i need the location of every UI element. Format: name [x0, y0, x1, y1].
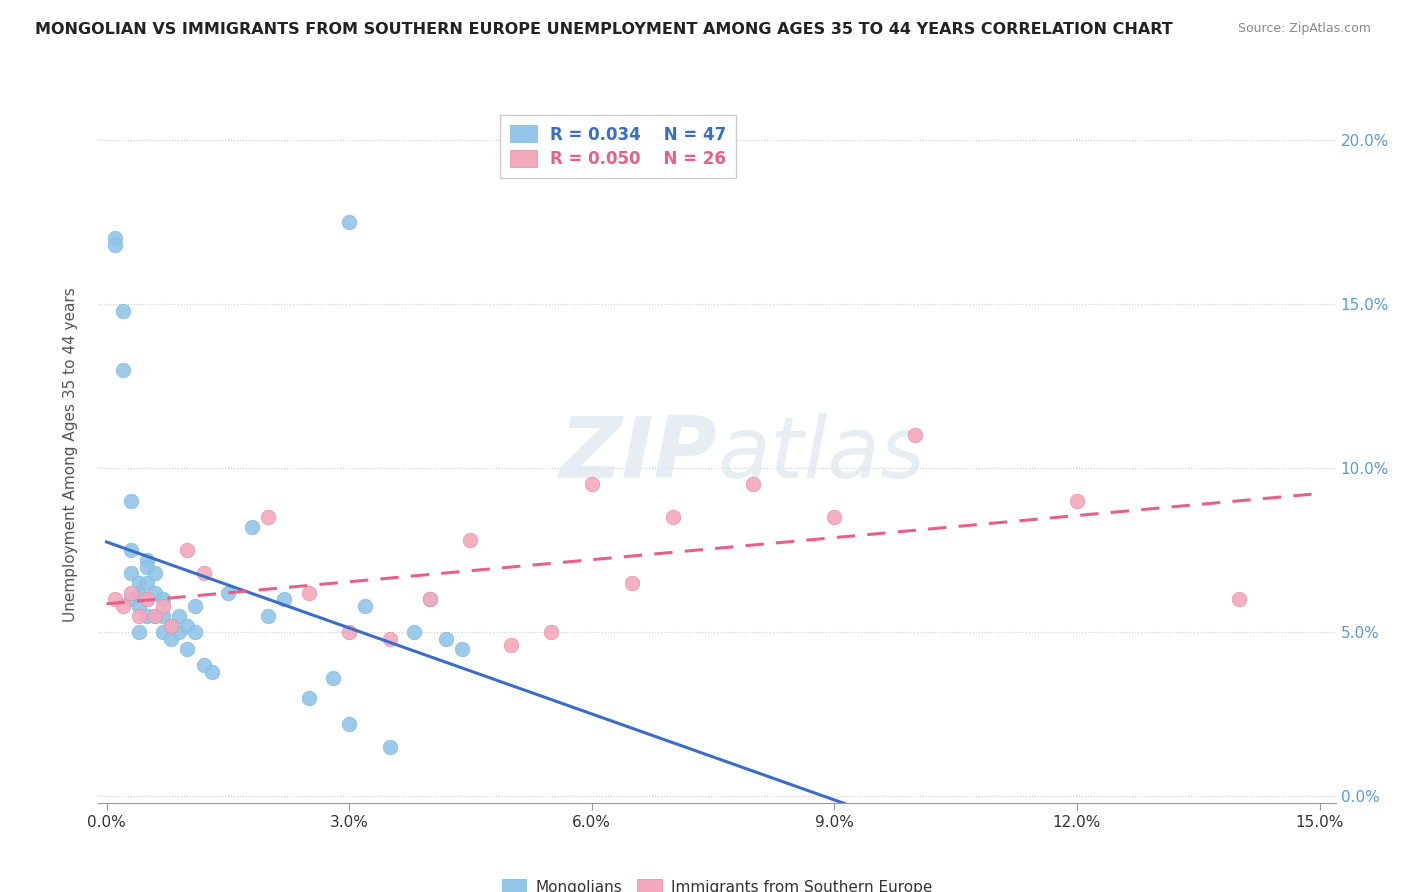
Point — [337, 215, 360, 229]
Point — [120, 586, 142, 600]
Point — [257, 510, 280, 524]
Point — [661, 510, 683, 524]
Point — [257, 608, 280, 623]
Point — [184, 625, 207, 640]
Text: atlas: atlas — [717, 413, 925, 497]
Text: ZIP: ZIP — [560, 413, 717, 497]
Point — [136, 559, 159, 574]
Point — [160, 618, 183, 632]
Point — [378, 632, 401, 646]
Point — [1227, 592, 1250, 607]
Point — [169, 608, 191, 623]
Point — [378, 739, 401, 754]
Point — [136, 608, 159, 623]
Point — [201, 665, 224, 679]
Point — [621, 575, 644, 590]
Point — [104, 231, 127, 245]
Point — [581, 477, 603, 491]
Point — [111, 599, 134, 613]
Point — [169, 625, 191, 640]
Point — [143, 566, 166, 580]
Point — [742, 477, 765, 491]
Point — [128, 599, 150, 613]
Point — [128, 575, 150, 590]
Point — [193, 566, 215, 580]
Point — [143, 608, 166, 623]
Point — [193, 657, 215, 672]
Point — [160, 618, 183, 632]
Point — [904, 428, 927, 442]
Point — [136, 592, 159, 607]
Point — [1066, 494, 1088, 508]
Point — [540, 625, 562, 640]
Point — [354, 599, 377, 613]
Point — [143, 608, 166, 623]
Point — [152, 599, 174, 613]
Point — [217, 586, 239, 600]
Point — [434, 632, 457, 646]
Point — [298, 586, 321, 600]
Point — [136, 553, 159, 567]
Point — [104, 238, 127, 252]
Point — [111, 303, 134, 318]
Point — [337, 717, 360, 731]
Point — [120, 566, 142, 580]
Point — [298, 690, 321, 705]
Point — [273, 592, 295, 607]
Point — [120, 543, 142, 558]
Point — [136, 592, 159, 607]
Point — [460, 533, 482, 548]
Legend: Mongolians, Immigrants from Southern Europe: Mongolians, Immigrants from Southern Eur… — [496, 873, 938, 892]
Point — [240, 520, 263, 534]
Point — [322, 671, 344, 685]
Point — [120, 592, 142, 607]
Text: Source: ZipAtlas.com: Source: ZipAtlas.com — [1237, 22, 1371, 36]
Point — [176, 641, 198, 656]
Point — [120, 494, 142, 508]
Point — [419, 592, 441, 607]
Point — [104, 592, 127, 607]
Text: MONGOLIAN VS IMMIGRANTS FROM SOUTHERN EUROPE UNEMPLOYMENT AMONG AGES 35 TO 44 YE: MONGOLIAN VS IMMIGRANTS FROM SOUTHERN EU… — [35, 22, 1173, 37]
Point — [160, 632, 183, 646]
Point — [128, 625, 150, 640]
Point — [419, 592, 441, 607]
Point — [128, 586, 150, 600]
Y-axis label: Unemployment Among Ages 35 to 44 years: Unemployment Among Ages 35 to 44 years — [63, 287, 77, 623]
Point — [823, 510, 845, 524]
Point — [128, 608, 150, 623]
Point — [111, 362, 134, 376]
Point — [402, 625, 425, 640]
Point — [176, 618, 198, 632]
Point — [152, 625, 174, 640]
Point — [176, 543, 198, 558]
Point — [152, 608, 174, 623]
Point — [152, 592, 174, 607]
Point — [451, 641, 474, 656]
Point — [143, 586, 166, 600]
Point — [136, 575, 159, 590]
Point — [184, 599, 207, 613]
Point — [499, 638, 522, 652]
Point — [337, 625, 360, 640]
